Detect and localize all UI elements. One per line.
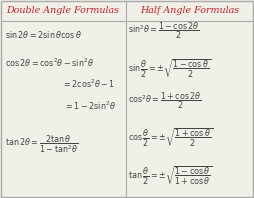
Text: $\cos\dfrac{\theta}{2} = {\pm}\sqrt{\dfrac{1 + \cos\theta}{2}}$: $\cos\dfrac{\theta}{2} = {\pm}\sqrt{\dfr… — [128, 126, 213, 149]
Text: $\sin^2\!\theta = \dfrac{1 - \cos 2\theta}{2}$: $\sin^2\!\theta = \dfrac{1 - \cos 2\thet… — [128, 20, 200, 41]
Text: $= 2\cos^2\!\theta - 1$: $= 2\cos^2\!\theta - 1$ — [62, 78, 116, 90]
Text: $= 1 - 2\sin^2\!\theta$: $= 1 - 2\sin^2\!\theta$ — [64, 100, 116, 112]
Text: $\sin 2\theta = 2\sin\theta\cos\theta$: $\sin 2\theta = 2\sin\theta\cos\theta$ — [5, 29, 82, 40]
Text: Half Angle Formulas: Half Angle Formulas — [140, 6, 240, 15]
Text: $\cos 2\theta = \cos^2\!\theta - \sin^2\!\theta$: $\cos 2\theta = \cos^2\!\theta - \sin^2\… — [5, 56, 94, 69]
Text: $\tan\dfrac{\theta}{2} = {\pm}\sqrt{\dfrac{1 - \cos\theta}{1 + \cos\theta}}$: $\tan\dfrac{\theta}{2} = {\pm}\sqrt{\dfr… — [128, 165, 213, 188]
Text: $\cos^2\!\theta = \dfrac{1 + \cos 2\theta}{2}$: $\cos^2\!\theta = \dfrac{1 + \cos 2\thet… — [128, 91, 202, 111]
Text: $\tan 2\theta = \dfrac{2\tan\theta}{1 - \tan^2\!\theta}$: $\tan 2\theta = \dfrac{2\tan\theta}{1 - … — [5, 134, 78, 155]
Text: Double Angle Formulas: Double Angle Formulas — [6, 6, 119, 15]
Text: $\sin\dfrac{\theta}{2} = {\pm}\sqrt{\dfrac{1 - \cos\theta}{2}}$: $\sin\dfrac{\theta}{2} = {\pm}\sqrt{\dfr… — [128, 57, 211, 80]
